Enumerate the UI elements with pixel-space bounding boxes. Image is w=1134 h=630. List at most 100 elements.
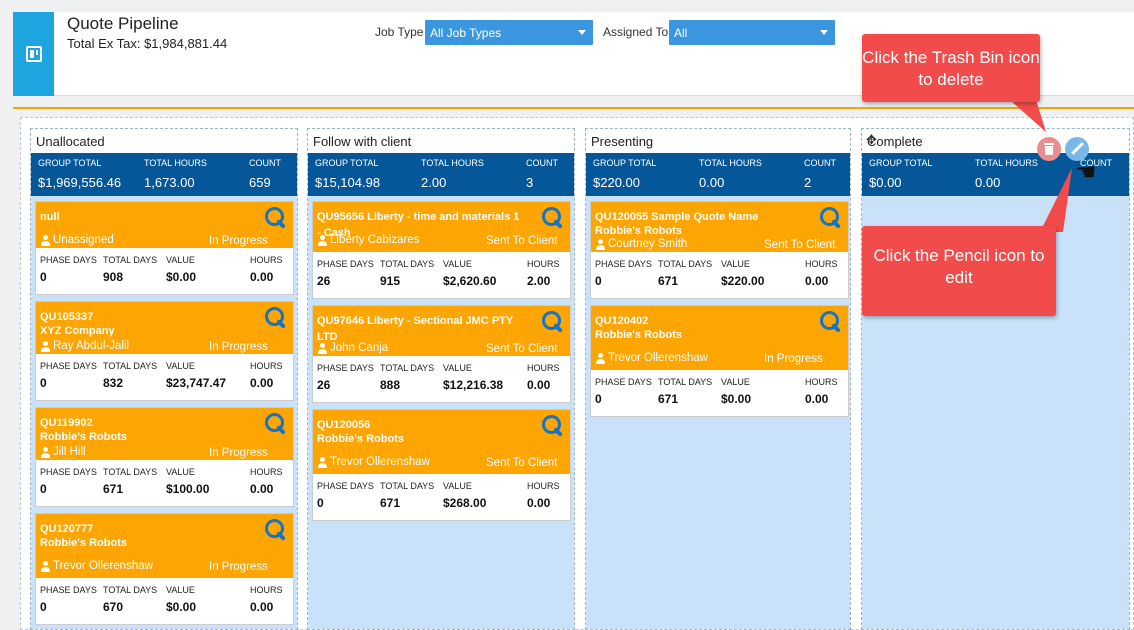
client-name: Robbie's Robots (40, 537, 127, 549)
column-stats: GROUP TOTAL TOTAL HOURS COUNT $15,104.98… (308, 153, 574, 196)
search-icon[interactable] (542, 207, 564, 229)
value-amount: $12,216.38 (443, 378, 504, 392)
column-title: Presenting (591, 134, 654, 149)
search-icon[interactable] (265, 207, 287, 229)
trash-callout: Click the Trash Bin icon to delete (862, 34, 1040, 102)
total-days-value: 915 (380, 274, 401, 288)
hours-label: HOURS (527, 259, 560, 269)
quote-card[interactable]: QU120402 Robbie's Robots Trevor Ollerens… (590, 305, 849, 417)
group-total-value: $0.00 (869, 175, 902, 190)
header-divider (13, 107, 1134, 109)
hours-value: 0.00 (250, 270, 274, 284)
search-icon[interactable] (265, 307, 287, 329)
card-header: QU120056 Robbie's Robots Trevor Ollerens… (313, 410, 570, 474)
total-days-label: TOTAL DAYS (380, 363, 435, 373)
quote-id: QU120056 (317, 419, 371, 431)
value-label: VALUE (166, 255, 195, 265)
assignee-name: Trevor Ollerenshaw (53, 560, 153, 572)
column-title: Complete (867, 134, 923, 149)
group-total-label: GROUP TOTAL (315, 158, 379, 168)
hours-label: HOURS (527, 481, 560, 491)
search-icon[interactable] (820, 311, 842, 333)
phase-days-value: 0 (40, 600, 47, 614)
trash-icon[interactable] (1037, 137, 1061, 161)
hours-value: 0.00 (250, 482, 274, 496)
trash-callout-arrow (1010, 100, 1046, 132)
move-icon[interactable]: ✥ (866, 132, 877, 147)
phase-days-value: 0 (595, 274, 602, 288)
card-metrics: PHASE DAYS TOTAL DAYS VALUE HOURS 0 671 … (36, 460, 293, 508)
quote-card[interactable]: QU105337 XYZ Company Ray Abdul-Jalil In … (35, 301, 294, 401)
quote-id: QU120055 Sample Quote Name (595, 211, 759, 223)
search-icon[interactable] (542, 415, 564, 437)
value-amount: $268.00 (443, 496, 487, 510)
column-stats: GROUP TOTAL TOTAL HOURS COUNT $0.00 0.00 (862, 153, 1129, 196)
total-days-value: 832 (103, 376, 124, 390)
card-metrics: PHASE DAYS TOTAL DAYS VALUE HOURS 0 671 … (313, 474, 570, 522)
phase-days-label: PHASE DAYS (40, 585, 97, 595)
hours-value: 0.00 (805, 392, 829, 406)
assignee-name: Trevor Ollerenshaw (608, 352, 708, 364)
column-2: Presenting GROUP TOTAL TOTAL HOURS COUNT… (585, 128, 851, 630)
app-logo[interactable] (13, 12, 54, 96)
search-icon[interactable] (820, 207, 842, 229)
total-hours-value: 0.00 (975, 175, 1001, 190)
total-days-value: 671 (380, 496, 401, 510)
status-badge: Sent To Client (486, 343, 558, 355)
value-label: VALUE (166, 585, 195, 595)
job-type-label: Job Type (375, 25, 424, 39)
quote-card[interactable]: QU120777 Robbie's Robots Trevor Ollerens… (35, 513, 294, 625)
status-badge: In Progress (209, 447, 268, 459)
job-type-select[interactable]: All Job Types (425, 20, 593, 45)
status-badge: Sent To Client (764, 239, 836, 251)
card-header: null Unassigned In Progress (36, 202, 293, 248)
search-icon[interactable] (542, 311, 564, 333)
total-days-value: 671 (658, 392, 679, 406)
assigned-to-select[interactable]: All (669, 20, 835, 45)
status-badge: In Progress (209, 341, 268, 353)
search-icon[interactable] (265, 413, 287, 435)
quote-id: QU95656 Liberty - time and materials 1 -… (317, 211, 520, 239)
total-days-label: TOTAL DAYS (103, 361, 158, 371)
column-1: Follow with client GROUP TOTAL TOTAL HOU… (307, 128, 575, 630)
total-days-label: TOTAL DAYS (103, 467, 158, 477)
card-metrics: PHASE DAYS TOTAL DAYS VALUE HOURS 26 915… (313, 252, 570, 300)
assignee-name: Courtney Smith (608, 238, 688, 250)
phase-days-label: PHASE DAYS (40, 255, 97, 265)
hand-cursor-icon: ☚ (1075, 159, 1097, 186)
phase-days-value: 0 (40, 482, 47, 496)
total-ex-tax: Total Ex Tax: $1,984,881.44 (67, 36, 228, 51)
quote-card[interactable]: QU120056 Robbie's Robots Trevor Ollerens… (312, 409, 571, 521)
total-hours-label: TOTAL HOURS (975, 158, 1038, 168)
group-total-value: $220.00 (593, 175, 640, 190)
total-days-value: 908 (103, 270, 124, 284)
card-metrics: PHASE DAYS TOTAL DAYS VALUE HOURS 0 670 … (36, 578, 293, 626)
assignee-name: Liberty Cabizares (330, 234, 420, 246)
card-metrics: PHASE DAYS TOTAL DAYS VALUE HOURS 0 908 … (36, 248, 293, 296)
top-strip (0, 0, 1134, 12)
assigned-to-value: All (674, 26, 688, 40)
total-hours-label: TOTAL HOURS (421, 158, 484, 168)
chevron-down-icon (578, 30, 586, 35)
group-total-label: GROUP TOTAL (38, 158, 102, 168)
quote-card[interactable]: QU95656 Liberty - time and materials 1 -… (312, 201, 571, 299)
search-icon[interactable] (265, 519, 287, 541)
card-header: QU120402 Robbie's Robots Trevor Ollerens… (591, 306, 848, 370)
assignee-name: Trevor Ollerenshaw (330, 456, 430, 468)
count-value: 3 (526, 175, 534, 190)
quote-id: QU97646 Liberty - Sectional JMC PTY LTD (317, 315, 514, 343)
quote-card[interactable]: QU120055 Sample Quote Name Robbie's Robo… (590, 201, 849, 299)
pencil-icon[interactable] (1065, 137, 1089, 161)
count-value: 2 (804, 175, 812, 190)
quote-card[interactable]: QU119902 Robbie's Robots Jill Hill In Pr… (35, 407, 294, 507)
page-title: Quote Pipeline (67, 14, 179, 33)
board-icon (25, 46, 42, 62)
user-icon (40, 235, 51, 246)
phase-days-value: 0 (317, 496, 324, 510)
quote-card[interactable]: null Unassigned In Progress PHASE DAYS T… (35, 201, 294, 295)
total-days-value: 888 (380, 378, 401, 392)
phase-days-value: 26 (317, 274, 331, 288)
status-badge: In Progress (764, 353, 823, 365)
quote-card[interactable]: QU97646 Liberty - Sectional JMC PTY LTD … (312, 305, 571, 403)
